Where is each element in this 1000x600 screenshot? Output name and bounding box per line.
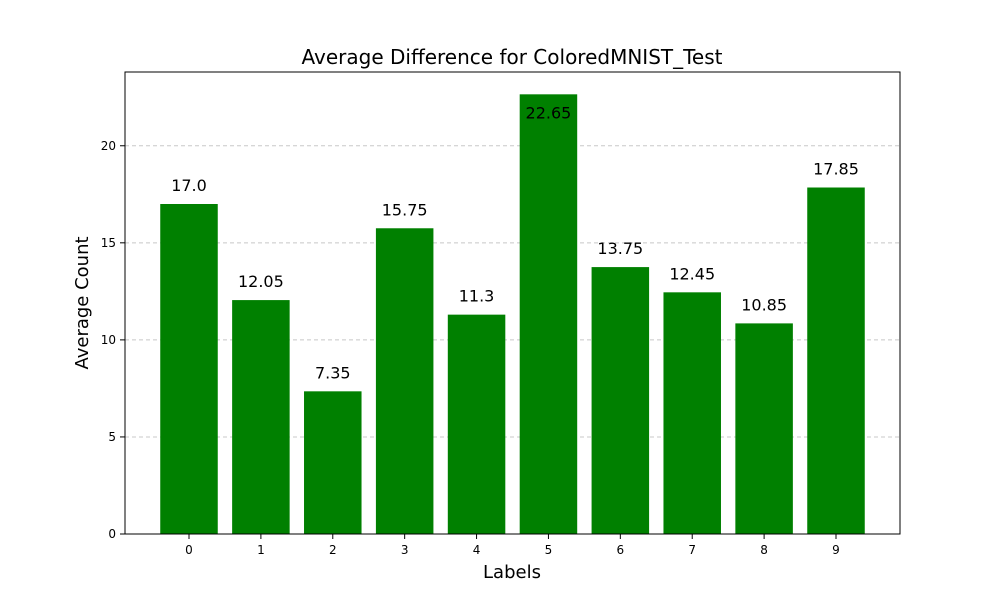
plot-frame	[124, 71, 901, 535]
x-tick-label: 4	[473, 543, 481, 557]
bar-label-3	[375, 228, 434, 534]
x-tick-label: 9	[832, 543, 840, 557]
bar-label-4	[447, 314, 506, 534]
x-tick-label: 6	[617, 543, 625, 557]
bar-label-2	[304, 391, 362, 534]
value-labels: 17.0 12.05 7.35 15.75 11.3 22.65 13.75 12.45 10.…	[171, 103, 859, 382]
value-label: 10.85	[741, 295, 787, 314]
x-axis: 0 1 2 3 4 5 6 7 8 9	[185, 534, 840, 557]
bar-label-9	[807, 187, 865, 534]
y-axis-label: Average Count	[72, 236, 93, 369]
x-tick-label: 2	[329, 543, 337, 557]
value-label: 17.0	[171, 176, 207, 195]
value-label: 22.65	[526, 103, 572, 122]
bar-label-6	[591, 267, 650, 534]
value-label: 12.45	[669, 264, 715, 283]
value-label: 11.3	[459, 287, 495, 306]
bar-label-0	[160, 204, 218, 534]
x-tick-label: 3	[401, 543, 409, 557]
x-tick-label: 7	[688, 543, 696, 557]
x-tick-label: 1	[257, 543, 265, 557]
bar-label-1	[232, 300, 290, 534]
bar-label-8	[735, 323, 793, 534]
bar-label-5	[519, 94, 578, 534]
y-tick-label: 0	[108, 527, 116, 541]
value-label: 13.75	[597, 239, 643, 258]
x-axis-label: Labels	[483, 562, 541, 583]
y-tick-label: 5	[108, 430, 116, 444]
bar-label-7	[663, 292, 721, 534]
y-tick-label: 10	[101, 333, 116, 347]
value-label: 7.35	[315, 363, 351, 382]
bars	[160, 94, 865, 534]
value-label: 15.75	[382, 200, 428, 219]
y-axis: 0 5 10 15 20	[101, 139, 125, 541]
x-tick-label: 0	[185, 543, 193, 557]
y-tick-label: 15	[101, 236, 116, 250]
chart-title: Average Difference for ColoredMNIST_Test	[302, 45, 723, 69]
value-label: 12.05	[238, 272, 284, 291]
x-tick-label: 8	[760, 543, 768, 557]
y-tick-label: 20	[101, 139, 116, 153]
x-tick-label: 5	[545, 543, 553, 557]
value-label: 17.85	[813, 160, 859, 179]
